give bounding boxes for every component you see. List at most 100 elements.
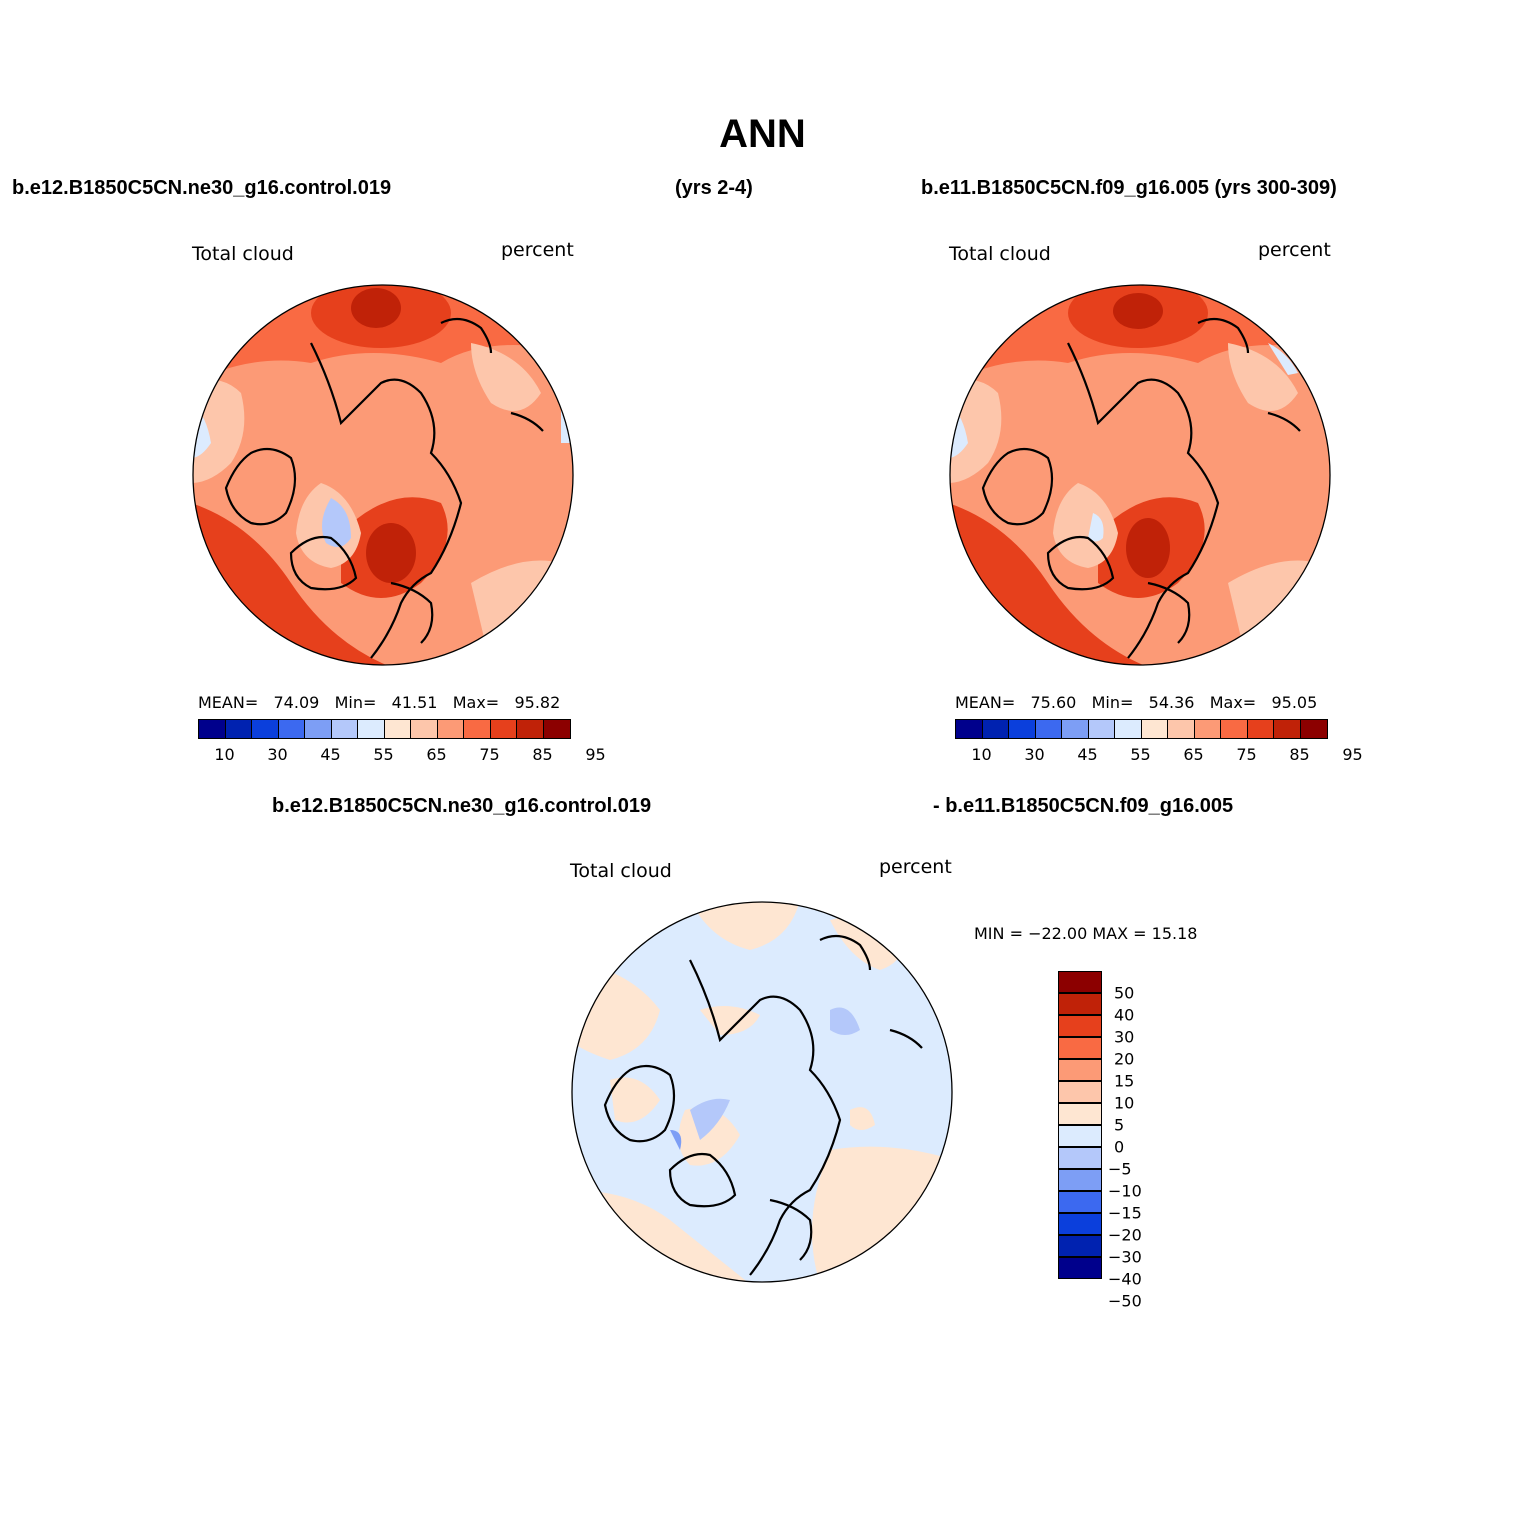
colorbar-tick-label: 55: [1130, 745, 1151, 764]
colorbar-swatch: [1034, 719, 1063, 739]
panel2-units-label: percent: [1258, 239, 1331, 261]
case-name-left: b.e12.B1850C5CN.ne30_g16.control.019: [12, 177, 392, 199]
colorbar-swatch: [542, 719, 571, 739]
colorbar-tick-label: −15: [1108, 1203, 1142, 1223]
colorbar-tick-label: −5: [1108, 1159, 1132, 1179]
coastlines: [224, 317, 544, 659]
diff-map: [571, 901, 953, 1283]
colorbar-swatch: [1114, 719, 1143, 739]
colorbar-swatch: [357, 719, 386, 739]
min-label: Min=: [334, 693, 377, 712]
panel2-colorbar-ticks: 10 30 45 55 65 75 85 95: [955, 745, 1362, 765]
colorbar-tick-label: 65: [1183, 745, 1204, 764]
diff-units-label: percent: [879, 856, 952, 878]
colorbar-swatch: [251, 719, 280, 739]
colorbar-swatch: [1087, 719, 1116, 739]
page-title: ANN: [719, 112, 806, 156]
colorbar-swatch: [436, 719, 465, 739]
colorbar-tick-label: −30: [1108, 1247, 1142, 1267]
colorbar-swatch: [1058, 1235, 1102, 1257]
colorbar-swatch: [1058, 1037, 1102, 1059]
panel2-stats-row: MEAN= 75.60 Min= 54.36 Max= 95.05: [955, 693, 1317, 712]
colorbar-tick-label: 75: [479, 745, 500, 764]
colorbar-tick-label: 10: [1114, 1093, 1135, 1113]
colorbar-swatch: [224, 719, 253, 739]
diff-minmax: MIN = −22.00 MAX = 15.18: [974, 924, 1198, 943]
colorbar-swatch: [1299, 719, 1328, 739]
max-label: Max=: [1209, 693, 1257, 712]
diff-variable-label: Total cloud: [570, 860, 672, 882]
colorbar-swatch: [330, 719, 359, 739]
colorbar-swatch: [1058, 993, 1102, 1015]
years-left: (yrs 2-4): [675, 177, 753, 199]
mean-label: MEAN=: [955, 693, 1016, 712]
max-label: Max=: [452, 693, 500, 712]
colorbar-swatch: [463, 719, 492, 739]
diff-case-left: b.e12.B1850C5CN.ne30_g16.control.019: [272, 795, 652, 817]
colorbar-swatch: [410, 719, 439, 739]
colorbar-swatch: [516, 719, 545, 739]
colorbar-swatch: [1058, 1169, 1102, 1191]
colorbar-swatch: [277, 719, 306, 739]
colorbar-swatch: [1058, 1103, 1102, 1125]
mean-value: 74.09: [273, 693, 320, 712]
panel1-stats-row: MEAN= 74.09 Min= 41.51 Max= 95.82: [198, 693, 560, 712]
diff-case-right: - b.e11.B1850C5CN.f09_g16.005: [933, 795, 1234, 817]
colorbar-tick-label: −10: [1108, 1181, 1142, 1201]
panel2-map: [949, 284, 1331, 666]
colorbar-swatch: [1273, 719, 1302, 739]
colorbar-swatch: [1220, 719, 1249, 739]
panel1-colorbar-ticks: 10 30 45 55 65 75 85 95: [198, 745, 605, 765]
colorbar-swatch: [1058, 1213, 1102, 1235]
colorbar-tick-label: 15: [1114, 1071, 1135, 1091]
min-value: 41.51: [391, 693, 438, 712]
case-name-right: b.e11.B1850C5CN.f09_g16.005 (yrs 300-309…: [921, 177, 1337, 199]
colorbar-tick-label: 95: [585, 745, 606, 764]
coastlines: [603, 934, 923, 1276]
colorbar-tick-label: 85: [1289, 745, 1310, 764]
max-value: 95.82: [514, 693, 561, 712]
colorbar-tick-label: 65: [426, 745, 447, 764]
colorbar-tick-label: 95: [1342, 745, 1363, 764]
min-value: 54.36: [1148, 693, 1195, 712]
panel1-map: [192, 284, 574, 666]
colorbar-tick-label: 5: [1114, 1115, 1125, 1135]
colorbar-tick-label: −50: [1108, 1291, 1142, 1311]
mean-value: 75.60: [1030, 693, 1077, 712]
colorbar-swatch: [1167, 719, 1196, 739]
colorbar-tick-label: 40: [1114, 1005, 1135, 1025]
colorbar-tick-label: 55: [373, 745, 394, 764]
colorbar-tick-label: 30: [267, 745, 288, 764]
colorbar-tick-label: 30: [1024, 745, 1045, 764]
panel2-variable-label: Total cloud: [949, 243, 1051, 265]
diff-colorbar-ticks: 50 40 30 20 15 10 5 0 −5 −10 −15 −20 −30 −40 −50: [1108, 971, 1168, 1311]
colorbar-swatch: [1058, 1191, 1102, 1213]
colorbar-swatch: [955, 719, 984, 739]
map-fill-greenland: [1053, 483, 1118, 568]
colorbar-tick-label: 85: [532, 745, 553, 764]
mean-label: MEAN=: [198, 693, 259, 712]
colorbar-swatch: [1246, 719, 1275, 739]
colorbar-tick-label: 50: [1114, 983, 1135, 1003]
colorbar-swatch: [1058, 971, 1102, 993]
colorbar-swatch: [1058, 1059, 1102, 1081]
panel1-colorbar: [198, 719, 571, 739]
colorbar-tick-label: 10: [214, 745, 235, 764]
colorbar-swatch: [981, 719, 1010, 739]
colorbar-swatch: [1193, 719, 1222, 739]
colorbar-tick-label: −40: [1108, 1269, 1142, 1289]
max-value: 95.05: [1271, 693, 1318, 712]
colorbar-swatch: [198, 719, 227, 739]
panel1-units-label: percent: [501, 239, 574, 261]
colorbar-swatch: [304, 719, 333, 739]
colorbar-tick-label: 10: [971, 745, 992, 764]
min-label: Min=: [1091, 693, 1134, 712]
colorbar-swatch: [1058, 1125, 1102, 1147]
colorbar-tick-label: 45: [320, 745, 341, 764]
colorbar-tick-label: 30: [1114, 1027, 1135, 1047]
panel1-variable-label: Total cloud: [192, 243, 294, 265]
panel2-colorbar: [955, 719, 1328, 739]
colorbar-swatch: [1058, 1147, 1102, 1169]
colorbar-swatch: [1058, 1081, 1102, 1103]
colorbar-swatch: [1140, 719, 1169, 739]
